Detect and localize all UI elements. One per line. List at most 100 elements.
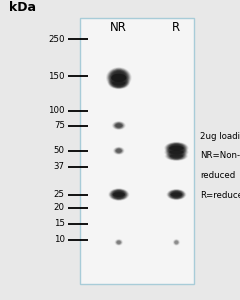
Ellipse shape — [172, 192, 180, 197]
Ellipse shape — [169, 146, 184, 151]
Ellipse shape — [113, 122, 125, 130]
Ellipse shape — [172, 145, 181, 151]
Text: R=reduced: R=reduced — [200, 190, 240, 200]
Ellipse shape — [117, 241, 120, 244]
Ellipse shape — [173, 239, 180, 245]
Ellipse shape — [175, 241, 178, 244]
Ellipse shape — [167, 143, 186, 153]
Ellipse shape — [112, 121, 126, 130]
Ellipse shape — [114, 191, 123, 198]
Ellipse shape — [171, 145, 182, 152]
Ellipse shape — [110, 189, 128, 200]
Ellipse shape — [169, 190, 184, 199]
Ellipse shape — [116, 123, 122, 128]
Text: reduced: reduced — [200, 171, 236, 180]
Ellipse shape — [114, 122, 124, 129]
Ellipse shape — [115, 148, 123, 154]
Ellipse shape — [107, 68, 131, 88]
Ellipse shape — [114, 80, 123, 86]
Ellipse shape — [168, 190, 185, 200]
Ellipse shape — [113, 192, 125, 197]
Text: 50: 50 — [54, 146, 65, 155]
Ellipse shape — [109, 69, 129, 86]
Ellipse shape — [112, 71, 126, 84]
Ellipse shape — [108, 68, 130, 87]
Ellipse shape — [110, 78, 127, 88]
Ellipse shape — [166, 142, 187, 154]
FancyBboxPatch shape — [80, 18, 194, 284]
Ellipse shape — [170, 144, 183, 152]
Ellipse shape — [165, 147, 188, 158]
Text: R: R — [172, 21, 180, 34]
Ellipse shape — [168, 152, 185, 160]
Ellipse shape — [108, 188, 129, 201]
Ellipse shape — [166, 152, 187, 161]
Ellipse shape — [112, 79, 126, 87]
Ellipse shape — [170, 191, 183, 198]
Ellipse shape — [115, 239, 123, 245]
Ellipse shape — [116, 240, 121, 244]
Ellipse shape — [113, 190, 125, 199]
Ellipse shape — [167, 152, 186, 161]
Ellipse shape — [114, 147, 124, 154]
Ellipse shape — [115, 239, 122, 245]
Ellipse shape — [116, 240, 122, 245]
Ellipse shape — [170, 153, 183, 159]
Ellipse shape — [113, 72, 125, 84]
Text: 75: 75 — [54, 121, 65, 130]
Ellipse shape — [114, 191, 124, 198]
Ellipse shape — [172, 149, 181, 155]
Ellipse shape — [110, 70, 128, 86]
Ellipse shape — [116, 240, 122, 245]
Ellipse shape — [117, 240, 121, 244]
Ellipse shape — [115, 148, 122, 153]
Ellipse shape — [168, 148, 185, 156]
Ellipse shape — [115, 123, 123, 128]
Ellipse shape — [174, 241, 179, 244]
Ellipse shape — [116, 148, 122, 153]
Text: NR=Non-: NR=Non- — [200, 152, 240, 160]
Text: 250: 250 — [48, 35, 65, 44]
Ellipse shape — [113, 122, 124, 129]
Ellipse shape — [115, 123, 122, 128]
Ellipse shape — [169, 153, 184, 159]
Ellipse shape — [174, 240, 179, 244]
Ellipse shape — [164, 146, 189, 158]
Ellipse shape — [169, 148, 184, 156]
Text: 20: 20 — [54, 203, 65, 212]
Ellipse shape — [167, 148, 186, 157]
Ellipse shape — [168, 143, 185, 153]
Ellipse shape — [114, 148, 123, 154]
Text: 10: 10 — [54, 235, 65, 244]
Ellipse shape — [169, 190, 183, 199]
Ellipse shape — [111, 70, 127, 85]
Text: 37: 37 — [54, 162, 65, 171]
Text: 25: 25 — [54, 190, 65, 199]
Ellipse shape — [172, 191, 181, 198]
Text: NR: NR — [110, 21, 127, 34]
Ellipse shape — [112, 190, 126, 199]
Text: 15: 15 — [54, 219, 65, 228]
Ellipse shape — [167, 189, 186, 200]
Ellipse shape — [165, 151, 188, 161]
Ellipse shape — [115, 149, 122, 152]
Ellipse shape — [112, 81, 125, 85]
Ellipse shape — [116, 241, 121, 244]
Ellipse shape — [170, 148, 183, 156]
Text: 2ug loading: 2ug loading — [200, 132, 240, 141]
Ellipse shape — [113, 147, 125, 155]
Ellipse shape — [106, 67, 132, 88]
Ellipse shape — [111, 74, 126, 82]
Ellipse shape — [108, 77, 129, 89]
Ellipse shape — [116, 149, 121, 153]
Text: kDa: kDa — [9, 1, 36, 14]
Ellipse shape — [174, 240, 178, 244]
Ellipse shape — [172, 154, 181, 158]
Ellipse shape — [171, 149, 182, 155]
Ellipse shape — [174, 240, 179, 245]
Ellipse shape — [169, 144, 184, 152]
Ellipse shape — [171, 153, 182, 159]
Ellipse shape — [169, 150, 184, 154]
Ellipse shape — [111, 78, 127, 88]
Ellipse shape — [111, 189, 127, 200]
